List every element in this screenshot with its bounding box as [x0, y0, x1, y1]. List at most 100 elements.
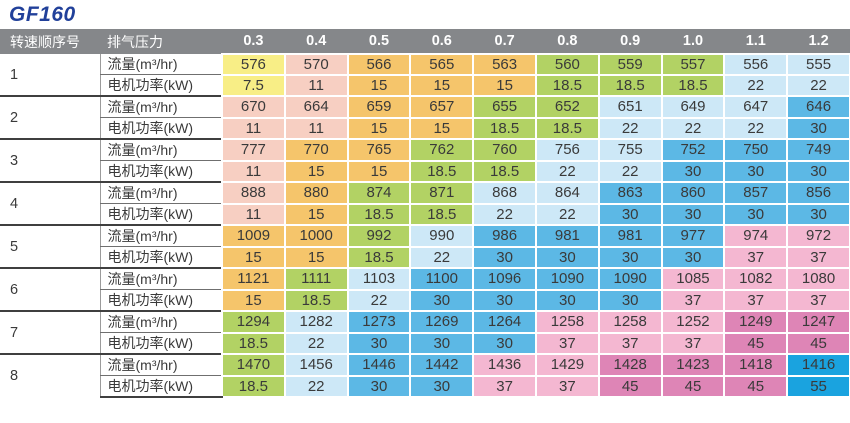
flow-value-cell: 981	[534, 224, 600, 248]
power-value-cell: 22	[283, 374, 349, 398]
flow-value-cell: 565	[409, 53, 475, 76]
flow-value-cell: 1111	[283, 267, 349, 291]
power-value-cell: 30	[409, 331, 475, 355]
flow-value-cell: 857	[723, 181, 789, 205]
power-value-cell: 11	[283, 116, 349, 140]
speed-sequence-number: 5	[0, 224, 100, 268]
power-value-cell: 11	[283, 73, 349, 97]
flow-row-label: 流量(m³/hr)	[99, 353, 222, 376]
flow-value-cell: 1103	[346, 267, 412, 291]
flow-value-cell: 1456	[283, 353, 349, 377]
power-value-cell: 18.5	[409, 159, 475, 183]
flow-value-cell: 1429	[534, 353, 600, 377]
flow-row-label: 流量(m³/hr)	[99, 181, 222, 204]
power-value-cell: 30	[472, 245, 537, 269]
flow-row-label: 流量(m³/hr)	[99, 95, 222, 118]
speed-sequence-number: 7	[0, 310, 100, 354]
flow-value-cell: 1273	[346, 310, 412, 334]
flow-value-cell: 560	[534, 53, 600, 76]
power-value-cell: 22	[283, 331, 349, 355]
power-value-cell: 30	[597, 202, 663, 226]
power-value-cell: 18.5	[472, 116, 537, 140]
power-row-group-6: 电机功率(kW) 15 18.5 22 30 30 30 30 37 37 37	[0, 288, 850, 312]
flow-row-group-8: 8 流量(m³/hr) 1470 1456 1446 1442 1436 1429 1428 14…	[0, 353, 850, 397]
flow-value-cell: 1294	[221, 310, 286, 334]
flow-value-cell: 1252	[660, 310, 726, 334]
power-value-cell: 18.5	[534, 73, 600, 97]
power-value-cell: 37	[472, 374, 537, 398]
flow-value-cell: 972	[786, 224, 850, 248]
flow-value-cell: 566	[346, 53, 412, 76]
speed-sequence-number: 2	[0, 95, 100, 139]
power-value-cell: 11	[221, 202, 286, 226]
flow-row-group-1: 1 流量(m³/hr) 576 570 566 565 563 560 559 557 556 555	[0, 53, 850, 96]
flow-value-cell: 981	[597, 224, 663, 248]
power-value-cell: 18.5	[346, 202, 412, 226]
flow-value-cell: 1085	[660, 267, 726, 291]
flow-value-cell: 756	[534, 138, 600, 162]
flow-value-cell: 1418	[723, 353, 789, 377]
flow-row-group-7: 7 流量(m³/hr) 1294 1282 1273 1269 1264 1258 1258 12…	[0, 310, 850, 354]
power-value-cell: 30	[723, 202, 789, 226]
power-value-cell: 22	[597, 116, 663, 140]
power-value-cell: 18.5	[534, 116, 600, 140]
flow-value-cell: 1269	[409, 310, 475, 334]
flow-value-cell: 570	[283, 53, 349, 76]
flow-value-cell: 1082	[723, 267, 789, 291]
power-row-group-2: 电机功率(kW) 11 11 15 15 18.5 18.5 22 22 22 30	[0, 116, 850, 140]
power-value-cell: 18.5	[472, 159, 537, 183]
flow-value-cell: 856	[786, 181, 850, 205]
pressure-header-cell: 0.3	[222, 29, 285, 54]
power-value-cell: 22	[534, 159, 600, 183]
page-title: GF160	[9, 3, 76, 26]
power-value-cell: 15	[346, 116, 412, 140]
power-row-label: 电机功率(kW)	[99, 203, 222, 225]
power-value-cell: 37	[597, 331, 663, 355]
speed-sequence-number: 3	[0, 138, 100, 182]
pressure-header-cell: 0.9	[598, 29, 662, 54]
pressure-header-cell: 0.6	[410, 29, 474, 54]
power-value-cell: 18.5	[660, 73, 726, 97]
power-value-cell: 15	[346, 159, 412, 183]
flow-row-group-5: 5 流量(m³/hr) 1009 1000 992 990 986 981 981 977 974 9…	[0, 224, 850, 268]
power-row-label: 电机功率(kW)	[99, 375, 222, 398]
flow-value-cell: 1423	[660, 353, 726, 377]
flow-row-group-6: 6 流量(m³/hr) 1121 1111 1103 1100 1096 1090 1090 10…	[0, 267, 850, 311]
power-value-cell: 30	[534, 245, 600, 269]
power-value-cell: 30	[472, 288, 537, 312]
spec-table: 转速顺序号 排气压力 0.3 0.4 0.5 0.6 0.7 0.8 0.9 1.0 1.1 1.…	[0, 29, 850, 398]
power-value-cell: 22	[597, 159, 663, 183]
exhaust-pressure-header: 排气压力	[100, 29, 222, 54]
flow-value-cell: 646	[786, 95, 850, 119]
flow-value-cell: 1416	[786, 353, 850, 377]
power-value-cell: 30	[597, 245, 663, 269]
flow-value-cell: 749	[786, 138, 850, 162]
power-value-cell: 30	[660, 202, 726, 226]
flow-value-cell: 777	[221, 138, 286, 162]
pressure-header-cell: 0.5	[347, 29, 411, 54]
power-value-cell: 37	[723, 245, 789, 269]
flow-value-cell: 1249	[723, 310, 789, 334]
flow-row-label: 流量(m³/hr)	[99, 54, 222, 75]
flow-value-cell: 888	[221, 181, 286, 205]
power-row-group-5: 电机功率(kW) 15 15 18.5 22 30 30 30 30 37 37	[0, 245, 850, 269]
flow-value-cell: 880	[283, 181, 349, 205]
pressure-header-cell: 1.0	[661, 29, 725, 54]
flow-value-cell: 655	[472, 95, 537, 119]
power-value-cell: 15	[283, 159, 349, 183]
power-value-cell: 22	[660, 116, 726, 140]
power-value-cell: 30	[346, 374, 412, 398]
flow-value-cell: 1121	[221, 267, 286, 291]
power-value-cell: 30	[597, 288, 663, 312]
flow-row-label: 流量(m³/hr)	[99, 224, 222, 247]
speed-sequence-header: 转速顺序号	[0, 29, 100, 54]
power-value-cell: 22	[723, 73, 789, 97]
power-row-group-1: 电机功率(kW) 7.5 11 15 15 15 18.5 18.5 18.5 22 22	[0, 73, 850, 97]
flow-value-cell: 977	[660, 224, 726, 248]
power-value-cell: 15	[221, 245, 286, 269]
flow-value-cell: 659	[346, 95, 412, 119]
flow-value-cell: 649	[660, 95, 726, 119]
flow-value-cell: 864	[534, 181, 600, 205]
speed-sequence-number: 8	[0, 353, 100, 397]
